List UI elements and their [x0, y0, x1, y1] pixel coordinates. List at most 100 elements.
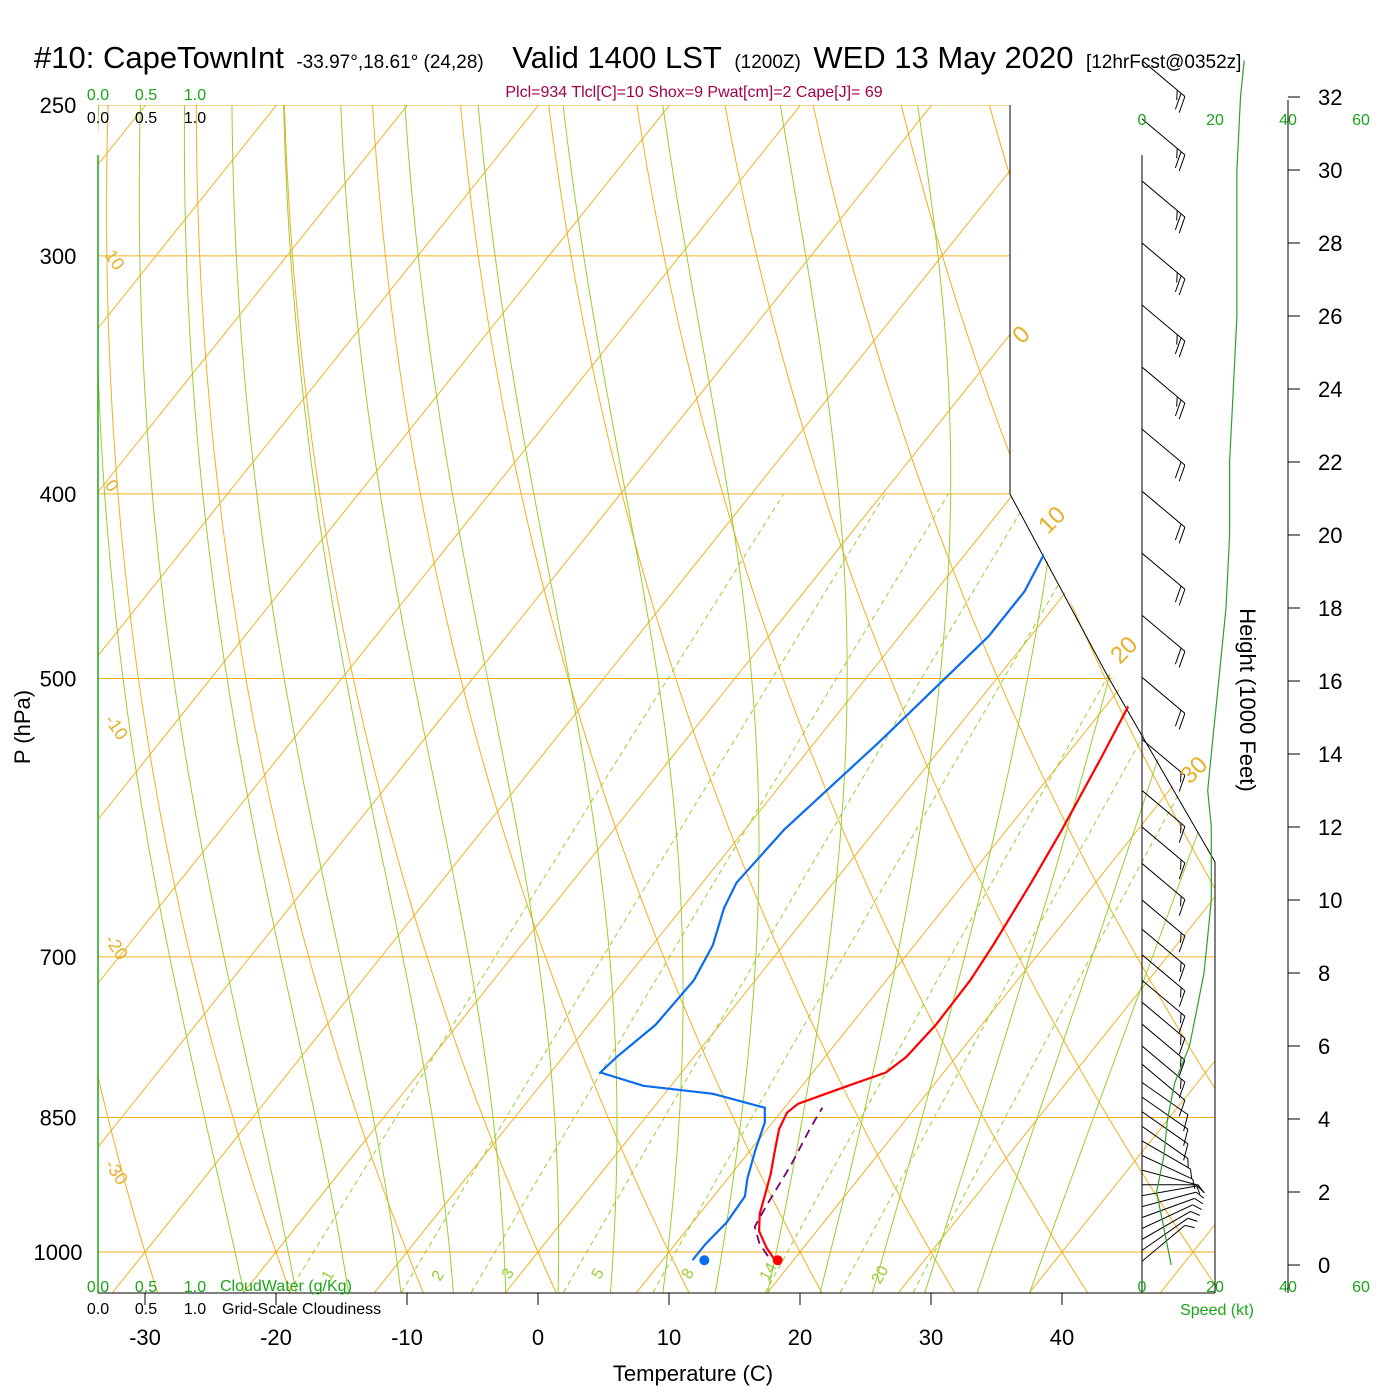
cloudiness-tick-top: 0.5 [135, 110, 157, 127]
barb-staff [1141, 928, 1186, 966]
wind-barb [1141, 614, 1186, 668]
moist-adiabat [767, 105, 848, 1293]
speed-tick-top: 60 [1352, 112, 1370, 129]
barb-feather [1184, 1224, 1195, 1229]
wind-barb [1141, 366, 1186, 420]
cloudwater-tick-top: 0.5 [135, 87, 157, 104]
barb-staff [1141, 863, 1186, 900]
moist-adiabat [872, 105, 1075, 1293]
mixing-ratio-line [652, 493, 1112, 1293]
barb-staff [1141, 676, 1186, 714]
barb-feather [1174, 709, 1182, 727]
barb-staff [1141, 826, 1186, 864]
barb-staff [1141, 552, 1186, 590]
moist-adiabat [231, 105, 402, 1293]
moist-adiabat [976, 105, 1215, 1293]
barb-feather [1180, 987, 1182, 998]
barb-staff [1141, 1082, 1189, 1116]
wind-barb [1141, 1111, 1189, 1161]
barb-feather [1174, 151, 1182, 168]
dry-adiabat [457, 105, 823, 1293]
barb-feather [1174, 93, 1182, 110]
barb-feather [1180, 896, 1182, 907]
barb-staff [1141, 899, 1186, 937]
speed-tick-top: 20 [1206, 112, 1224, 129]
height-axis-title: Height (1000 Feet) [1235, 608, 1260, 791]
wind-barb [1141, 676, 1186, 730]
mixing-ratio-line [288, 493, 785, 1293]
barb-feather [1192, 1179, 1196, 1190]
wind-barb [1141, 863, 1186, 916]
wind-barb [1141, 1001, 1186, 1055]
cloudwater-tick-top: 0.0 [87, 87, 109, 104]
surface-temperature-dot [772, 1255, 783, 1266]
mixing-ratio-label: 8 [679, 1266, 698, 1282]
series-dewpoint [598, 168, 1215, 1261]
p-tick-label: 400 [40, 482, 77, 507]
barb-feather [1174, 523, 1182, 541]
barb-feather [1183, 1114, 1189, 1132]
barb-feather [1176, 272, 1178, 283]
barb-feather [1178, 651, 1186, 668]
speed-tick-top: 40 [1279, 112, 1297, 129]
isotherm-line [98, 105, 174, 1293]
barb-feather [1174, 647, 1182, 665]
height-tick-label: 10 [1318, 888, 1342, 913]
barb-staff [1141, 1191, 1197, 1208]
barb-feather [1174, 275, 1182, 293]
mixing-ratio-line [839, 493, 1215, 1293]
barb-feather [1178, 965, 1186, 982]
cloudiness-tick-top: 0.0 [87, 110, 109, 127]
isotherm-line [112, 105, 1091, 1293]
barb-feather [1178, 340, 1186, 358]
isotherm-label: -20 [101, 931, 132, 964]
moist-adiabat [138, 105, 297, 1293]
dry-adiabat-label: 10 [1033, 501, 1071, 539]
isotherm-label: -10 [101, 711, 132, 744]
barb-feather [1178, 464, 1186, 482]
barb-feather [1178, 775, 1186, 792]
cloudwater-tick-top: 1.0 [184, 87, 206, 104]
barb-staff [1141, 1155, 1193, 1180]
barb-staff [1141, 180, 1186, 218]
isotherm-line [98, 105, 829, 1293]
isotherm-line [98, 105, 305, 1293]
zulu-time: (1200Z) [734, 52, 801, 73]
wind-barb [1141, 979, 1186, 1033]
speed-tick-bottom: 0 [1138, 1279, 1147, 1296]
wind-barb [1141, 428, 1186, 482]
barb-feather [1197, 1184, 1205, 1193]
barb-feather [1180, 932, 1182, 943]
x-tick-label: 30 [919, 1325, 943, 1350]
barb-feather [1183, 1143, 1189, 1161]
speed-tick-bottom: 60 [1352, 1279, 1370, 1296]
isotherm-line [505, 105, 1215, 1293]
profiles [598, 137, 1215, 1266]
dry-adiabat [195, 105, 424, 1293]
wind-barb [1141, 118, 1186, 172]
barb-feather [1178, 990, 1186, 1008]
isotherm-line [374, 105, 1215, 1293]
barb-staff [1141, 1111, 1189, 1145]
barb-staff [1141, 1204, 1193, 1229]
dry-adiabat [98, 105, 158, 1293]
wind-barb [1141, 1169, 1201, 1195]
barb-staff [1141, 60, 1186, 97]
barb-feather [1190, 1168, 1193, 1179]
barb-staff [1141, 428, 1186, 466]
dry-adiabat-label: 20 [1105, 631, 1143, 669]
wind-barb [1141, 1191, 1205, 1208]
barb-feather [1178, 96, 1186, 113]
barb-feather [1180, 1078, 1182, 1089]
mixing-ratio-line [563, 493, 1032, 1293]
x-axis-title: Temperature (C) [613, 1361, 773, 1386]
isotherm-line [243, 105, 1215, 1293]
barb-feather [1174, 461, 1182, 479]
height-tick-label: 0 [1318, 1253, 1330, 1278]
x-tick-label: 0 [532, 1325, 544, 1350]
wind-barb [1141, 1197, 1204, 1219]
wind-barb [1141, 954, 1186, 1008]
wind-barb [1142, 1184, 1205, 1193]
p-tick-label: 700 [40, 945, 77, 970]
barb-feather [1183, 1129, 1189, 1146]
